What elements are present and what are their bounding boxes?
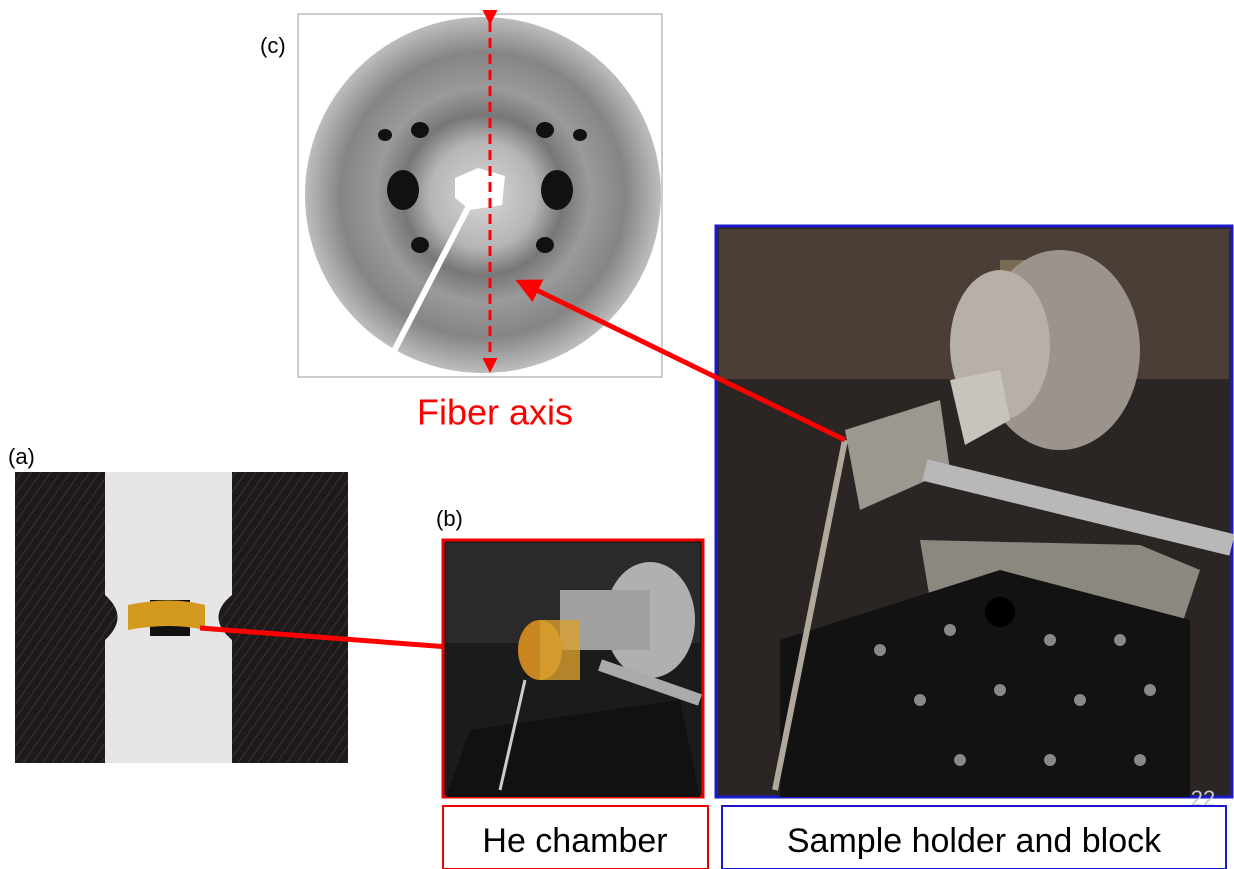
panel-a: (a): [8, 444, 348, 763]
panel-label: (a): [8, 444, 35, 469]
kapton-tube: [540, 620, 580, 680]
block-hole: [985, 597, 1015, 627]
panel-label: (b): [436, 506, 463, 531]
panel-c: (c) Fiber axis: [260, 14, 662, 433]
caption: He chamber: [482, 822, 667, 860]
figure: (c) Fiber axis (a) (b) He chamber: [0, 0, 1234, 869]
fiber-axis-label: Fiber axis: [417, 392, 573, 433]
panel-b: (b) He chamber: [436, 506, 708, 869]
panel-label: (c): [260, 33, 286, 58]
caption: Sample holder and block: [787, 822, 1162, 860]
panel-d: 22 Sample holder and block: [716, 226, 1232, 869]
sample-film: [128, 601, 205, 631]
